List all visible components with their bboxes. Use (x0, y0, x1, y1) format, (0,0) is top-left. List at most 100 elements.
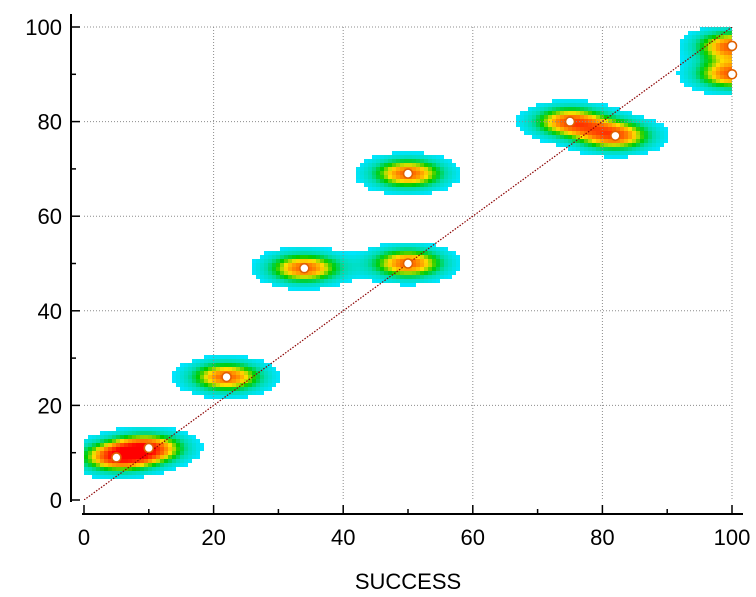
density-cell (292, 287, 296, 291)
density-cell (176, 447, 180, 451)
density-cell (588, 107, 592, 111)
density-cell (608, 151, 612, 155)
density-cell (148, 463, 152, 467)
density-cell (444, 159, 448, 163)
density-cell (268, 383, 272, 387)
density-cell (188, 375, 192, 379)
density-cell (716, 83, 720, 87)
density-cell (132, 431, 136, 435)
density-cell (404, 155, 408, 159)
density-cell (208, 367, 212, 371)
density-cell (288, 267, 292, 271)
density-cell (184, 379, 188, 383)
density-cell (360, 275, 364, 279)
density-cell (724, 71, 728, 75)
density-cell (312, 287, 316, 291)
density-cell (624, 111, 628, 115)
density-cell (376, 179, 380, 183)
density-cell (380, 175, 384, 179)
x-tick-label: 20 (201, 525, 225, 550)
density-cell (540, 119, 544, 123)
density-cell (708, 59, 712, 63)
density-cell (420, 279, 424, 283)
density-cell (540, 111, 544, 115)
density-cell (652, 135, 656, 139)
density-cell (232, 379, 236, 383)
density-cell (380, 155, 384, 159)
density-cell (712, 91, 716, 95)
density-cell (316, 275, 320, 279)
density-cell (704, 55, 708, 59)
density-cell (632, 123, 636, 127)
density-cell (444, 267, 448, 271)
density-cell (412, 159, 416, 163)
density-cell (576, 123, 580, 127)
density-cell (596, 127, 600, 131)
density-cell (636, 135, 640, 139)
density-cell (156, 427, 160, 431)
density-cell (388, 179, 392, 183)
density-cell (184, 443, 188, 447)
density-cell (620, 131, 624, 135)
density-cell (420, 179, 424, 183)
density-cell (392, 243, 396, 247)
density-cell (268, 375, 272, 379)
density-cell (260, 267, 264, 271)
density-cell (416, 191, 420, 195)
density-cell (196, 451, 200, 455)
density-cell (684, 83, 688, 87)
density-cell (612, 111, 616, 115)
density-cell (380, 251, 384, 255)
density-cell (412, 163, 416, 167)
density-cell (352, 263, 356, 267)
density-cell (180, 431, 184, 435)
density-cell (720, 79, 724, 83)
density-cell (360, 167, 364, 171)
density-cell (296, 247, 300, 251)
density-cell (640, 135, 644, 139)
density-cell (320, 247, 324, 251)
density-cell (188, 371, 192, 375)
density-cell (400, 167, 404, 171)
density-cell (304, 259, 308, 263)
density-cell (708, 27, 712, 31)
density-cell (312, 279, 316, 283)
density-cell (608, 127, 612, 131)
density-cell (548, 115, 552, 119)
density-cell (444, 255, 448, 259)
density-cell (720, 63, 724, 67)
density-cell (236, 363, 240, 367)
density-cell (264, 267, 268, 271)
density-cell (320, 279, 324, 283)
density-cell (596, 111, 600, 115)
density-cell (140, 435, 144, 439)
density-cell (372, 187, 376, 191)
density-cell (724, 31, 728, 35)
density-cell (140, 475, 144, 479)
density-cell (368, 163, 372, 167)
density-cell (356, 275, 360, 279)
density-cell (232, 383, 236, 387)
density-cell (588, 147, 592, 151)
density-cell (652, 131, 656, 135)
density-cell (604, 107, 608, 111)
density-cell (156, 471, 160, 475)
density-cell (376, 171, 380, 175)
density-cell (604, 111, 608, 115)
density-cell (712, 35, 716, 39)
density-cell (372, 167, 376, 171)
density-cell (368, 167, 372, 171)
density-cell (624, 115, 628, 119)
density-cell (448, 275, 452, 279)
density-cell (184, 375, 188, 379)
density-cell (376, 175, 380, 179)
density-cell (628, 147, 632, 151)
density-cell (116, 431, 120, 435)
density-cell (92, 455, 96, 459)
density-cell (616, 155, 620, 159)
density-cell (308, 275, 312, 279)
density-cell (544, 139, 548, 143)
density-cell (412, 247, 416, 251)
density-cell (432, 275, 436, 279)
